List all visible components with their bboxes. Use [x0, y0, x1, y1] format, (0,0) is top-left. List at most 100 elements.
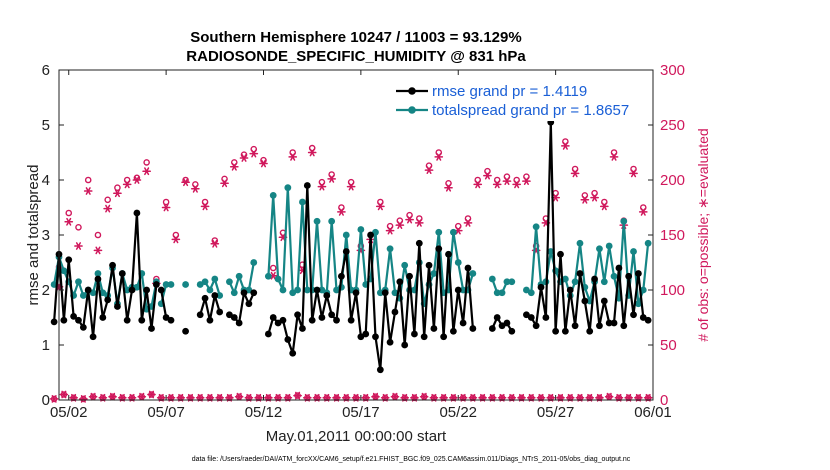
- rmse-point: [532, 322, 540, 330]
- rmse-point: [279, 316, 287, 324]
- obs-evaluated-marker: [181, 178, 190, 187]
- obs-possible-marker: [269, 264, 277, 272]
- rmse-point: [605, 319, 613, 327]
- rmse-point: [196, 311, 204, 319]
- legend-rmse-marker: [408, 87, 416, 95]
- totalspread-point: [620, 217, 628, 225]
- rmse-point: [123, 316, 131, 324]
- obs-possible-marker: [581, 192, 589, 199]
- rmse-point: [600, 297, 608, 305]
- rmse-point: [201, 294, 209, 302]
- rmse-point: [323, 292, 331, 299]
- obs-evaluated-marker: [522, 177, 531, 185]
- rmse-point: [571, 322, 579, 330]
- totalspread-point: [630, 248, 637, 255]
- rmse-point: [435, 245, 443, 253]
- rmse-point: [396, 278, 404, 286]
- obs-evaluated-marker: [93, 246, 103, 255]
- totalspread-point: [605, 242, 613, 250]
- rmse-point: [576, 270, 584, 277]
- obs-possible-marker: [454, 222, 462, 230]
- totalspread-point: [226, 278, 233, 286]
- x-tick-label: 05/07: [147, 404, 185, 421]
- y-tick-label: 0: [42, 392, 50, 409]
- obs-possible-marker: [289, 149, 297, 156]
- obs-possible-marker: [143, 159, 150, 166]
- y-tick-label: 5: [42, 117, 50, 134]
- rmse-point: [89, 333, 97, 341]
- x-axis-ticks: 05/02 05/07 05/12 05/17 05/22 05/27 06/01: [50, 70, 672, 421]
- obs-possible-marker: [406, 211, 413, 219]
- obs-evaluated-marker: [424, 166, 434, 174]
- obs-evaluated-marker: [122, 180, 132, 189]
- obs-possible-marker: [513, 176, 520, 184]
- obs-possible-marker: [114, 184, 121, 191]
- obs-evaluated-marker: [259, 159, 268, 168]
- totalspread-point: [216, 292, 224, 299]
- rmse-point: [469, 325, 477, 332]
- totalspread-point: [561, 275, 569, 283]
- obs-evaluated-marker: [200, 202, 210, 211]
- obs-evaluated-marker: [483, 171, 492, 180]
- rmse-point: [508, 327, 516, 335]
- obs-possible-marker: [172, 231, 180, 239]
- obs-evaluated-marker: [74, 242, 83, 250]
- obs-evaluated-marker: [371, 392, 380, 401]
- obs-evaluated-marker: [59, 390, 69, 399]
- obs-evaluated-marker: [293, 391, 302, 400]
- obs-possible-marker: [610, 149, 618, 156]
- rmse-point: [542, 314, 550, 321]
- rmse-point: [128, 286, 136, 294]
- obs-evaluated-marker: [132, 176, 142, 184]
- obs-evaluated-marker: [88, 392, 98, 401]
- obs-evaluated-marker: [390, 392, 400, 401]
- obs-possible-marker: [425, 162, 433, 169]
- obs-evaluated-marker: [327, 175, 337, 183]
- rmse-point: [610, 319, 618, 327]
- totalspread-point: [547, 248, 555, 255]
- rmse-point: [420, 333, 428, 341]
- rmse-point: [445, 250, 452, 258]
- obs-evaluated-marker: [64, 217, 74, 226]
- obs-evaluated-marker: [190, 184, 200, 193]
- rmse-point: [167, 316, 175, 324]
- totalspread-point: [644, 239, 652, 247]
- obs-evaluated-marker: [307, 148, 317, 157]
- obs-evaluated-marker: [434, 153, 444, 161]
- obs-possible-marker: [65, 209, 73, 217]
- obs-possible-marker: [94, 231, 102, 239]
- totalspread-point: [386, 245, 394, 253]
- obs-possible-marker: [162, 198, 170, 206]
- totalspread-point: [79, 292, 87, 299]
- totalspread-point: [94, 270, 102, 277]
- x-tick-label: 06/01: [634, 404, 672, 421]
- totalspread-point: [391, 289, 399, 297]
- rmse-point: [94, 275, 102, 283]
- rmse-point: [318, 314, 326, 321]
- rmse-point: [493, 314, 501, 321]
- rmse-point: [620, 322, 628, 330]
- totalspread-point: [274, 275, 282, 283]
- obs-possible-marker: [503, 173, 511, 180]
- obs-evaluated-marker: [137, 392, 147, 401]
- rmse-series: [50, 118, 652, 374]
- totalspread-point: [328, 217, 336, 225]
- rmse-point: [84, 286, 92, 294]
- rmse-point: [157, 286, 165, 294]
- obs-possible-marker: [464, 215, 472, 222]
- totalspread-point: [454, 259, 462, 266]
- obs-evaluated-marker: [395, 221, 405, 229]
- rmse-point: [211, 292, 219, 299]
- obs-evaluated-marker: [570, 169, 580, 178]
- rmse-point: [148, 325, 155, 332]
- rmse-point: [133, 209, 141, 217]
- rmse-point: [143, 286, 151, 294]
- obs-evaluated-marker: [502, 177, 512, 185]
- obs-possible-marker: [601, 198, 608, 206]
- rmse-line: [525, 121, 649, 333]
- obs-evaluated-marker: [78, 395, 88, 403]
- rmse-point: [269, 314, 277, 321]
- totalspread-point: [182, 281, 189, 288]
- rmse-point: [557, 250, 564, 258]
- rmse-point: [615, 264, 623, 272]
